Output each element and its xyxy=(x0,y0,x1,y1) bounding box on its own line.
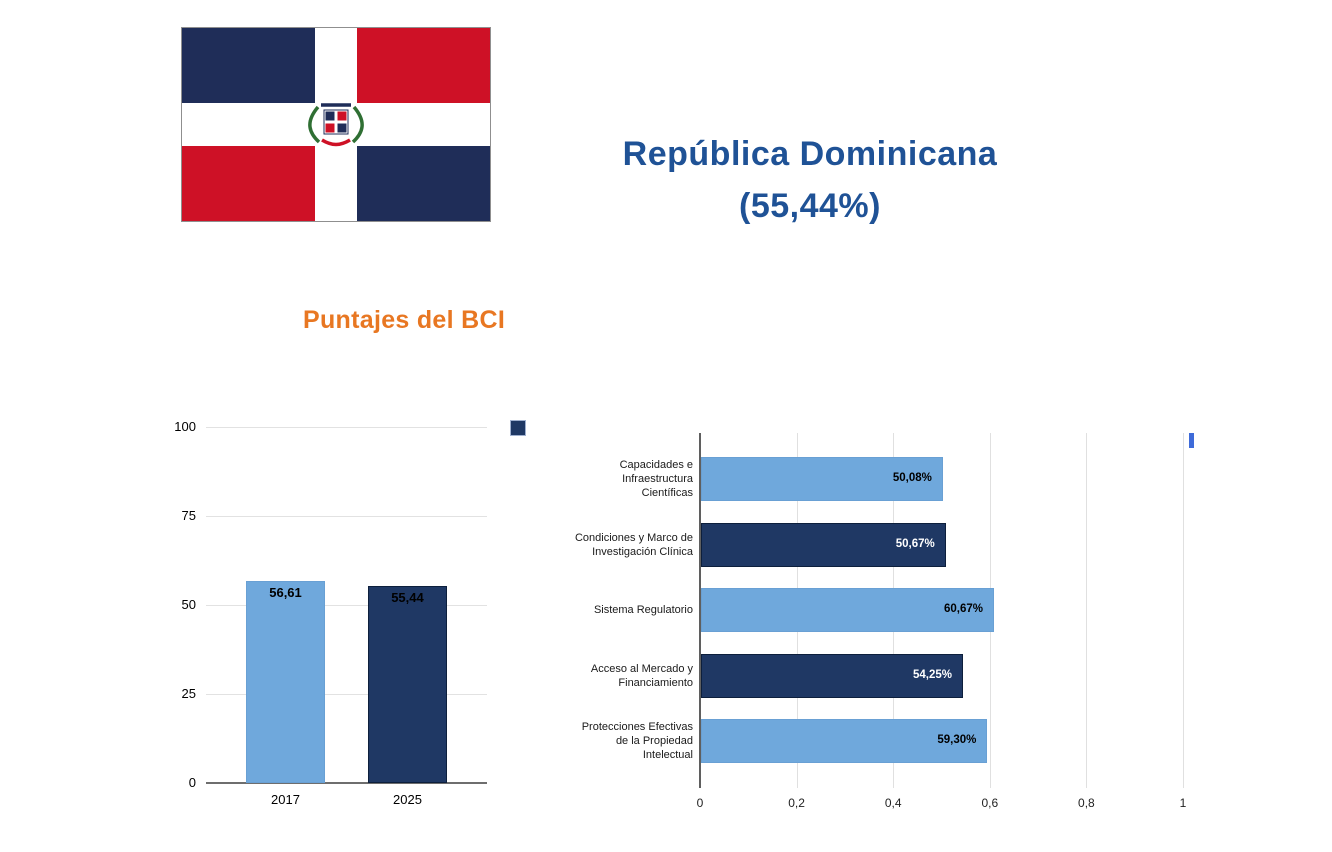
bar-sistema-regulatorio xyxy=(701,588,995,632)
bar-value-label: 55,44 xyxy=(391,589,424,605)
y-gridline xyxy=(206,782,487,784)
x-tick-label: 2017 xyxy=(271,792,300,807)
legend-marker xyxy=(1189,433,1194,448)
bar-capacidades-e-infraestructura-cient-ficas xyxy=(701,457,943,501)
bci-dimensions-chart: 0 0,2 0,4 0,6 0,8 1 50,08% Capacidades e Infraes… xyxy=(565,425,1225,825)
category-label-line: Capacidades e xyxy=(619,459,693,471)
bar-value-label: 50,08% xyxy=(892,472,932,484)
bar-value-label: 56,61 xyxy=(269,585,302,601)
category-label-line: de la Propiedad xyxy=(615,735,693,747)
category-label-line: Financiamiento xyxy=(618,676,693,689)
bar-2025 xyxy=(367,585,447,783)
flag-graphic xyxy=(182,28,490,221)
y-gridline xyxy=(206,694,487,695)
category-label: Capacidades e Infraestructura Científicas xyxy=(565,458,693,500)
section-title-bci-scores: Puntajes del BCI xyxy=(303,306,506,334)
country-score: (55,44%) xyxy=(739,187,881,225)
y-tick-label: 100 xyxy=(174,419,196,434)
category-label: Acceso al Mercado y Financiamiento xyxy=(565,662,693,690)
x-tick-label: 0,2 xyxy=(788,796,805,810)
x-tick-label: 0 xyxy=(696,796,704,810)
page-title: República Dominicana (55,44%) xyxy=(540,128,1080,232)
bar-protecciones-efectivas-de-la-propiedad-intelectual xyxy=(701,719,988,763)
y-tick-label: 25 xyxy=(181,686,196,701)
category-label-line: Científicas xyxy=(641,487,693,499)
bar-acceso-al-mercado-y-financiamiento xyxy=(701,653,964,698)
coat-of-arms-icon xyxy=(308,103,364,147)
bci-score-chart: 100 75 50 25 0 56,61 2017 55,44 2025 xyxy=(170,400,550,830)
category-label-line: Acceso al Mercado y xyxy=(590,662,693,675)
category-label: Condiciones y Marco de Investigación Clín… xyxy=(565,531,693,559)
bar-condiciones-y-marco-de-investigaci-n-cl-nica xyxy=(701,522,946,567)
x-gridline xyxy=(1183,433,1184,788)
y-tick-label: 0 xyxy=(188,775,196,790)
bar-value-label: 50,67% xyxy=(895,537,935,550)
category-label-line: Infraestructura xyxy=(622,473,693,485)
x-gridline xyxy=(1086,433,1088,788)
y-tick-label: 50 xyxy=(181,597,196,612)
legend-marker xyxy=(510,420,526,436)
x-tick-label: 2025 xyxy=(393,792,422,807)
y-tick-label: 75 xyxy=(181,508,196,523)
x-tick-label: 0,4 xyxy=(884,796,902,810)
dominican-republic-flag xyxy=(181,27,491,222)
category-label: Sistema Regulatorio xyxy=(565,603,693,617)
y-gridline xyxy=(206,427,487,428)
y-gridline xyxy=(206,516,487,517)
bar-value-label: 60,67% xyxy=(944,603,984,615)
x-tick-label: 1 xyxy=(1179,796,1187,810)
category-label-line: Sistema Regulatorio xyxy=(593,604,693,616)
bar-value-label: 59,30% xyxy=(937,734,977,746)
category-label-line: Investigación Clínica xyxy=(592,545,693,558)
x-tick-label: 0,8 xyxy=(1078,796,1095,810)
category-label: Protecciones Efectivas de la Propiedad Int… xyxy=(565,720,693,762)
y-axis-line xyxy=(699,433,701,788)
bar-value-label: 54,25% xyxy=(913,668,953,681)
category-label-line: Intelectual xyxy=(642,749,693,761)
y-gridline xyxy=(206,605,487,606)
category-label-line: Protecciones Efectivas xyxy=(581,721,693,733)
category-label-line: Condiciones y Marco de xyxy=(574,531,693,544)
bar-2017 xyxy=(246,581,326,783)
x-tick-label: 0,6 xyxy=(981,796,999,810)
country-title: República Dominicana xyxy=(622,135,998,173)
